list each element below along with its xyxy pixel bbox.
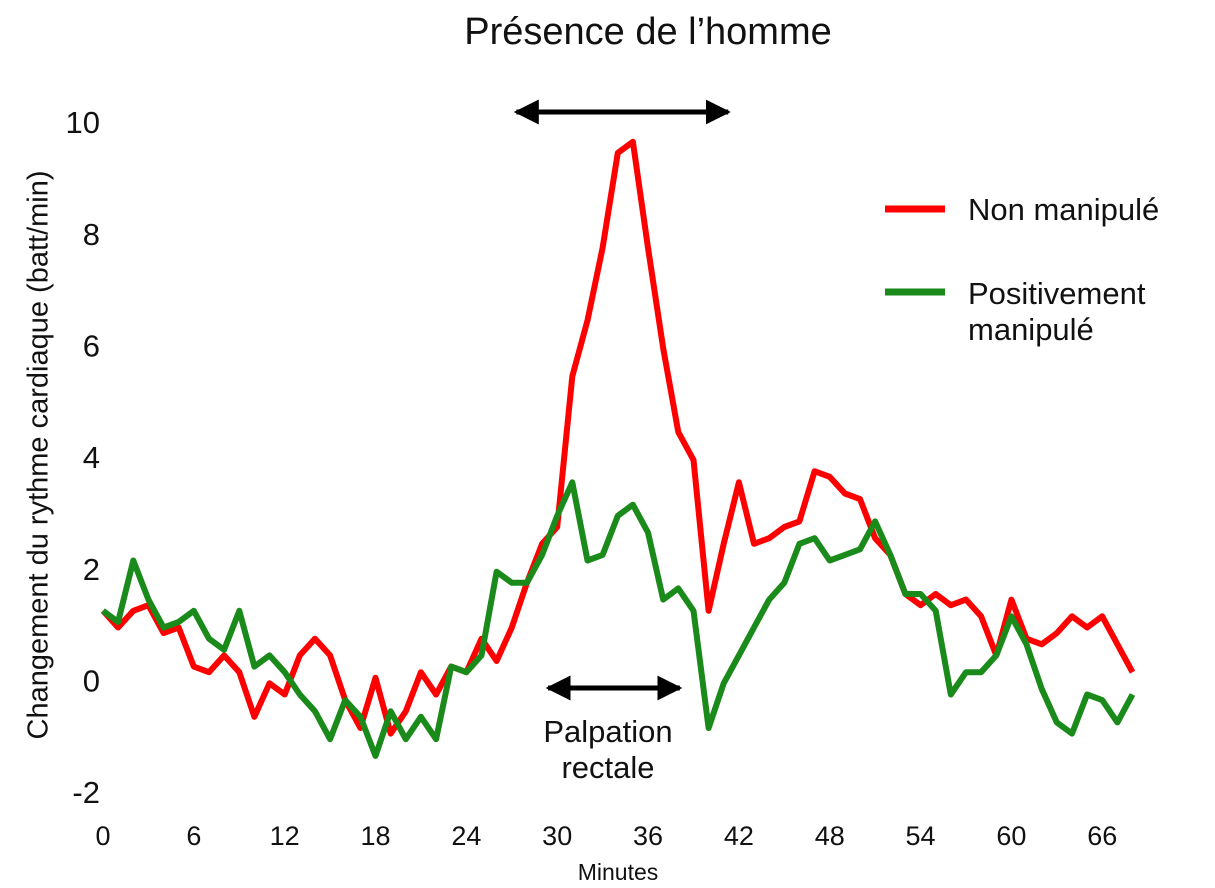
x-tick-label: 12 bbox=[270, 821, 300, 851]
y-tick-label: 6 bbox=[83, 329, 100, 364]
x-tick-label: 54 bbox=[906, 821, 936, 851]
y-tick-label: 10 bbox=[66, 105, 100, 140]
y-tick-label: 8 bbox=[83, 217, 100, 252]
y-tick-label: 0 bbox=[83, 664, 100, 699]
annotation-text: Palpation rectale bbox=[543, 714, 673, 785]
legend-label: Positivement manipulé bbox=[968, 276, 1146, 347]
chart-title: Présence de l’homme bbox=[464, 11, 832, 53]
series-line bbox=[101, 479, 1136, 759]
y-axis-label: Changement du rythme cardiaque (batt/min… bbox=[23, 170, 55, 739]
x-tick-label: 6 bbox=[186, 821, 201, 851]
x-tick-label: 66 bbox=[1087, 821, 1117, 851]
x-tick-label: 24 bbox=[451, 821, 481, 851]
x-tick-label: 0 bbox=[95, 821, 110, 851]
x-axis-label: Minutes bbox=[578, 859, 659, 885]
x-tick-label: 36 bbox=[633, 821, 663, 851]
series-line bbox=[100, 138, 1136, 737]
x-tick-label: 48 bbox=[815, 821, 845, 851]
y-tick-label: 2 bbox=[83, 552, 100, 587]
x-tick-label: 18 bbox=[360, 821, 390, 851]
x-tick-label: 42 bbox=[724, 821, 754, 851]
legend-label: Non manipulé bbox=[968, 192, 1160, 227]
y-tick-label: 4 bbox=[83, 440, 100, 475]
x-tick-label: 60 bbox=[996, 821, 1026, 851]
y-tick-label: -2 bbox=[72, 775, 100, 810]
x-tick-label: 30 bbox=[542, 821, 572, 851]
